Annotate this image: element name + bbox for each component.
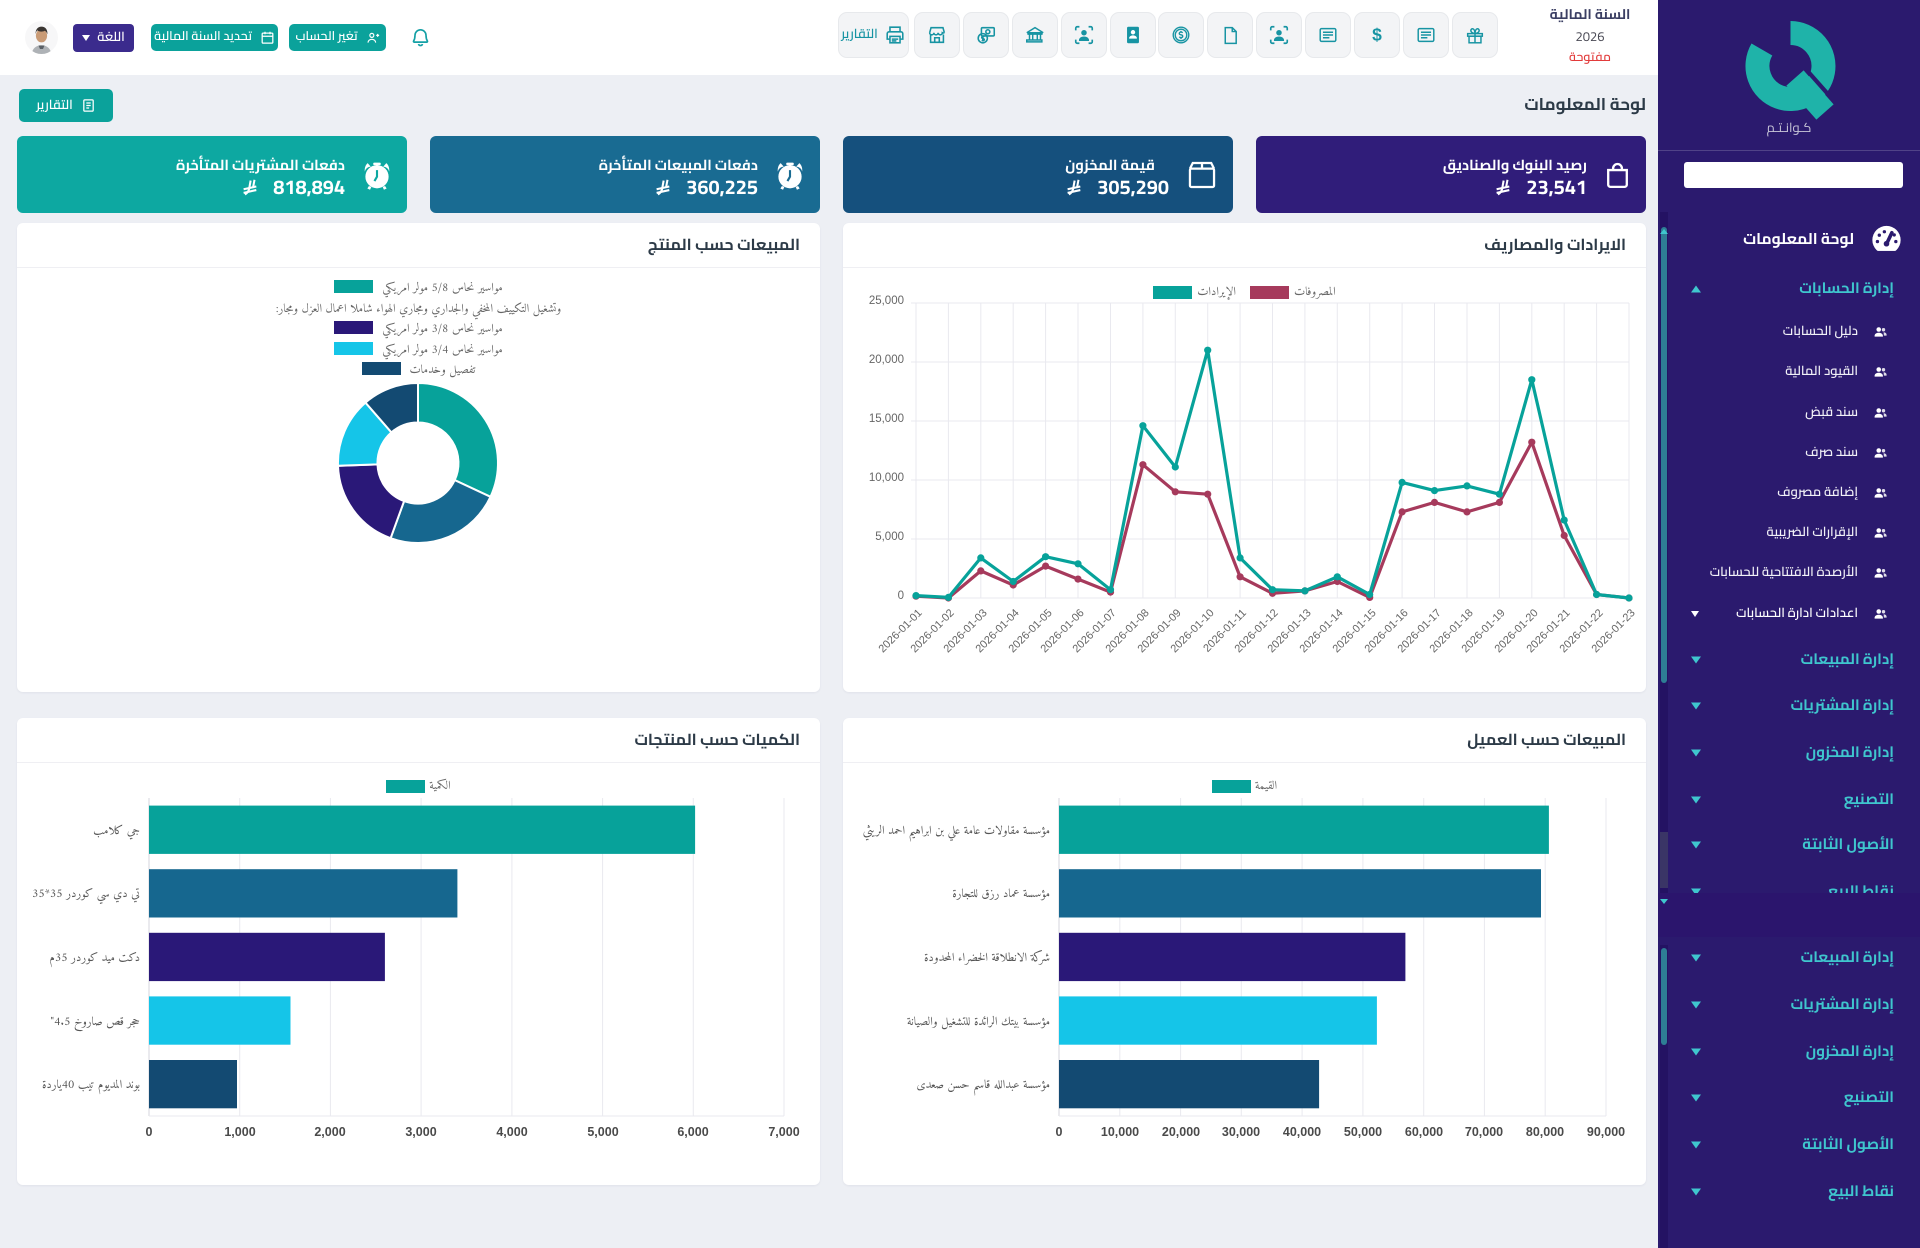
- svg-text:كـوانـتـم: كـوانـتـم: [1767, 116, 1812, 140]
- svg-text:$: $: [1372, 25, 1382, 45]
